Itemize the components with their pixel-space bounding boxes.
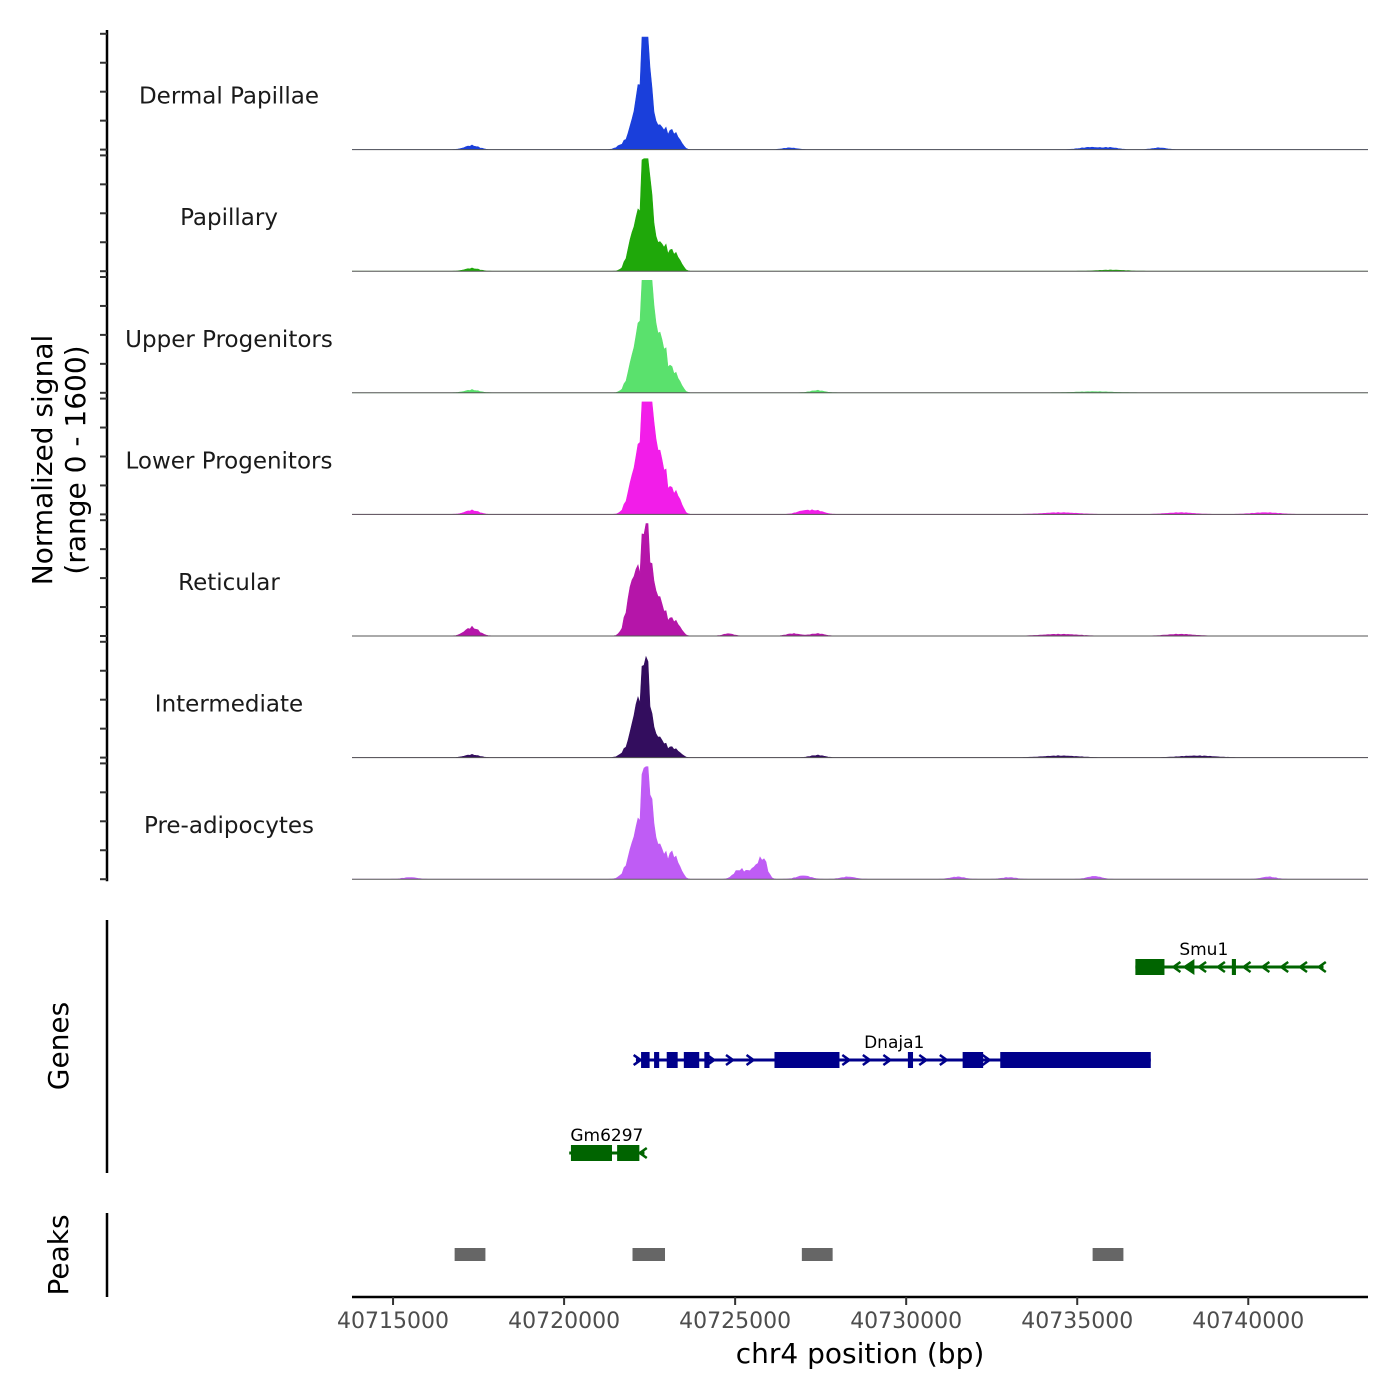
- gene-exon: [1000, 1052, 1151, 1068]
- track-upper-progenitors: Upper Progenitors: [125, 280, 1368, 394]
- peak-track: [454, 1248, 1124, 1261]
- signal-axis-range: (range 0 - 1600): [59, 345, 92, 574]
- gene-exon: [907, 1052, 914, 1068]
- strand-arrow: [632, 1053, 643, 1067]
- strand-arrow: [1297, 960, 1308, 974]
- gene-label: Smu1: [1179, 940, 1228, 960]
- signal-area: [352, 523, 1368, 637]
- gene-label: Dnaja1: [864, 1033, 924, 1053]
- signal-area: [352, 36, 1368, 150]
- x-tick-label: 40735000: [1021, 1309, 1133, 1334]
- strand-arrow: [841, 1053, 852, 1067]
- gene-exon: [962, 1052, 984, 1068]
- track-dermal-papillae: Dermal Papillae: [139, 36, 1368, 151]
- strand-arrow: [882, 1053, 893, 1067]
- x-axis-title: chr4 position (bp): [736, 1337, 985, 1370]
- peak-region: [454, 1248, 486, 1261]
- x-tick-label: 40740000: [1192, 1309, 1304, 1334]
- track-label: Lower Progenitors: [126, 448, 333, 474]
- strand-arrow: [1260, 960, 1271, 974]
- track-label: Upper Progenitors: [125, 327, 333, 353]
- x-tick-label: 40720000: [508, 1309, 620, 1334]
- track-label: Reticular: [178, 570, 280, 596]
- track-label: Pre-adipocytes: [144, 813, 314, 839]
- gene-exon: [1231, 959, 1236, 975]
- gene-track: Smu1 Dnaja1 Gm6297: [569, 940, 1327, 1161]
- peak-region: [1092, 1248, 1124, 1261]
- strand-arrow: [918, 1053, 929, 1067]
- gene-exon: [641, 1052, 650, 1068]
- strand-arrow: [981, 1053, 992, 1067]
- x-tick-label: 40715000: [337, 1309, 449, 1334]
- peak-region: [632, 1248, 666, 1261]
- gene-exon: [1135, 959, 1165, 975]
- x-tick-label: 40725000: [679, 1309, 791, 1334]
- signal-axis-title: Normalized signal: [26, 335, 59, 586]
- strand-arrow: [1316, 960, 1327, 974]
- gene-exon: [683, 1052, 700, 1068]
- signal-area: [352, 401, 1368, 515]
- track-label: Papillary: [180, 205, 278, 231]
- strand-arrow: [725, 1053, 736, 1067]
- gene-exon: [666, 1052, 678, 1068]
- track-lower-progenitors: Lower Progenitors: [126, 401, 1368, 515]
- signal-area: [352, 158, 1368, 272]
- gene-dnaja1: Dnaja1: [632, 1033, 1151, 1068]
- strand-arrow: [637, 1146, 648, 1160]
- strand-arrow: [1241, 960, 1252, 974]
- gene-gm6297: Gm6297: [569, 1126, 648, 1161]
- x-tick-label: 40730000: [850, 1309, 962, 1334]
- signal-tracks: Dermal Papillae Papillary Upper Progenitor…: [125, 36, 1368, 880]
- signal-area: [352, 766, 1368, 880]
- strand-arrow: [1196, 960, 1207, 974]
- track-intermediate: Intermediate: [155, 655, 1368, 759]
- x-axis: 40715000 40720000 40725000 40730000 40735000…: [337, 1295, 1368, 1334]
- gene-exon: [774, 1052, 840, 1068]
- gene-exon: [617, 1145, 640, 1161]
- signal-y-axis: [100, 30, 109, 882]
- signal-area: [352, 280, 1368, 394]
- strand-arrow: [862, 1053, 872, 1067]
- strand-arrow: [939, 1053, 949, 1067]
- strand-arrow: [1171, 960, 1182, 974]
- strand-arrow: [1279, 960, 1289, 974]
- signal-area: [352, 655, 1368, 758]
- track-papillary: Papillary: [180, 158, 1368, 272]
- gene-exon: [654, 1052, 660, 1068]
- track-pre-adipocytes: Pre-adipocytes: [144, 766, 1368, 880]
- peaks-axis-title: Peaks: [42, 1214, 75, 1295]
- strand-arrow: [1215, 960, 1226, 974]
- gene-exon: [570, 1145, 612, 1161]
- gene-smu1: Smu1: [1135, 940, 1327, 975]
- genes-axis-title: Genes: [42, 1002, 75, 1090]
- strand-arrow: [745, 1053, 756, 1067]
- strand-arrow: [1182, 959, 1195, 975]
- peak-region: [801, 1248, 833, 1261]
- track-label: Dermal Papillae: [139, 84, 319, 110]
- gene-label: Gm6297: [570, 1126, 643, 1146]
- track-label: Intermediate: [155, 692, 303, 718]
- gene-exon: [704, 1052, 710, 1068]
- track-reticular: Reticular: [178, 523, 1368, 637]
- strand-arrow: [706, 1053, 717, 1067]
